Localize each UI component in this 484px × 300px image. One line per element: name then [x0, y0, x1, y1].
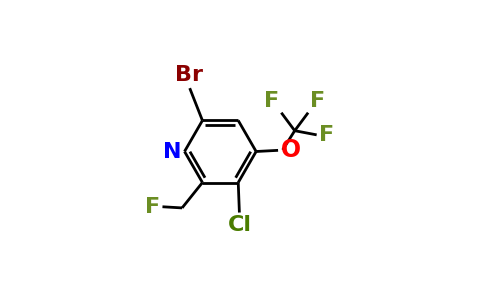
Text: O: O [281, 138, 301, 162]
Text: F: F [264, 91, 279, 111]
Text: N: N [163, 142, 182, 161]
Text: F: F [145, 197, 160, 217]
Text: F: F [310, 91, 325, 111]
Text: Br: Br [175, 65, 203, 85]
Text: Cl: Cl [227, 215, 251, 235]
Text: F: F [319, 125, 334, 145]
